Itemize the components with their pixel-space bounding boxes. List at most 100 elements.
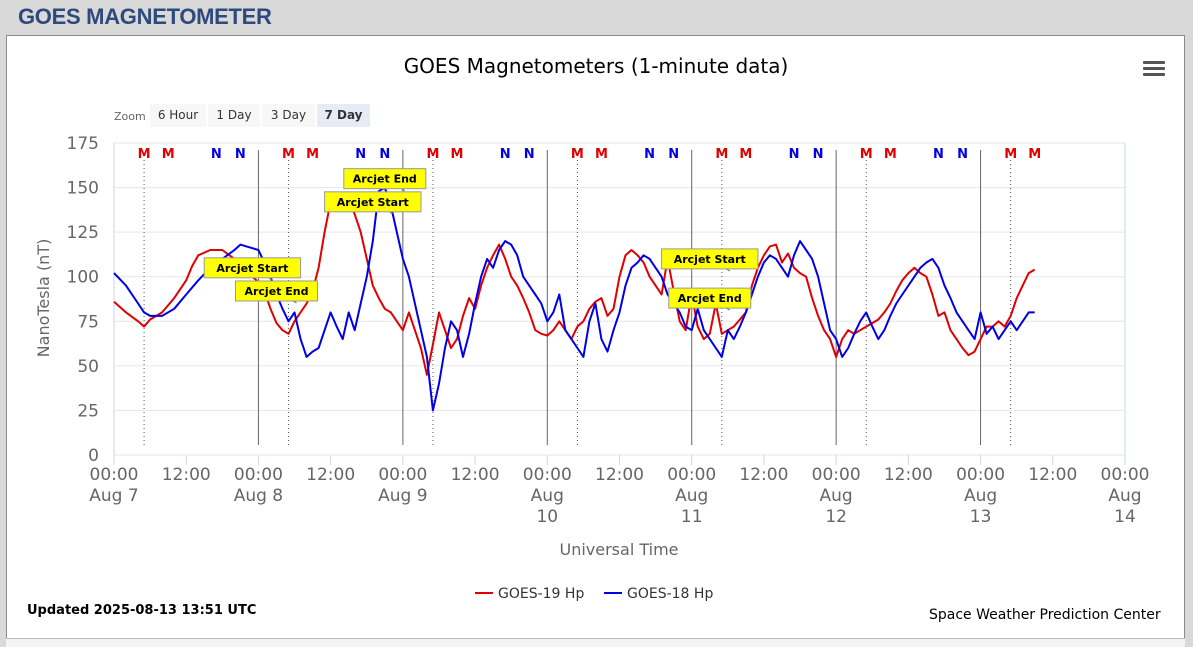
- x-tick-label: 00:00: [90, 465, 139, 485]
- marker-M: M: [426, 147, 439, 162]
- x-tick-label: 12:00: [884, 465, 933, 485]
- x-tick-label: Aug 9: [378, 486, 427, 506]
- marker-N: N: [500, 147, 511, 162]
- marker-M: M: [138, 147, 151, 162]
- marker-M: M: [1004, 147, 1017, 162]
- marker-M: M: [282, 147, 295, 162]
- zoom-button-7-day[interactable]: 7 Day: [324, 108, 362, 122]
- marker-N: N: [235, 147, 246, 162]
- x-tick-label: 12:00: [739, 465, 788, 485]
- page-title: GOES MAGNETOMETER: [18, 4, 272, 29]
- marker-N: N: [211, 147, 222, 162]
- zoom-button-bg[interactable]: [150, 104, 206, 127]
- x-tick-label: 12:00: [451, 465, 500, 485]
- marker-M: M: [451, 147, 464, 162]
- annotation-box: [661, 248, 759, 270]
- marker-M: M: [1028, 147, 1041, 162]
- x-tick-label: 12:00: [1028, 465, 1077, 485]
- marker-N: N: [668, 147, 679, 162]
- x-tick-label: Aug 8: [234, 486, 283, 506]
- marker-N: N: [813, 147, 824, 162]
- annotation-box: [668, 287, 752, 309]
- zoom-button-1-day[interactable]: 1 Day: [216, 108, 251, 122]
- menu-icon: [1143, 61, 1165, 64]
- updated-timestamp: Updated 2025-08-13 13:51 UTC: [27, 603, 257, 618]
- marker-M: M: [162, 147, 175, 162]
- x-tick-label: 00:00: [956, 465, 1005, 485]
- annotation-box: [203, 257, 302, 279]
- x-tick-label: 10: [536, 507, 558, 527]
- marker-N: N: [524, 147, 535, 162]
- marker-M: M: [595, 147, 608, 162]
- x-tick-label: Aug: [820, 486, 853, 506]
- x-tick-label: 13: [970, 507, 992, 527]
- marker-M: M: [306, 147, 319, 162]
- y-tick-label: 175: [67, 134, 99, 154]
- x-tick-label: 00:00: [523, 465, 572, 485]
- x-tick-label: Aug: [675, 486, 708, 506]
- marker-N: N: [379, 147, 390, 162]
- x-tick-label: 00:00: [234, 465, 283, 485]
- y-axis-title: NanoTesla (nT): [34, 239, 53, 358]
- marker-M: M: [884, 147, 897, 162]
- zoom-button-3-day[interactable]: 3 Day: [271, 108, 306, 122]
- marker-N: N: [355, 147, 366, 162]
- zoom-button-bg[interactable]: [208, 104, 260, 127]
- x-tick-label: 00:00: [667, 465, 716, 485]
- zoom-button-bg[interactable]: [317, 104, 370, 127]
- legend-item[interactable]: GOES-18 Hp: [627, 586, 713, 602]
- x-tick-label: 00:00: [1101, 465, 1150, 485]
- y-tick-label: 75: [77, 312, 99, 332]
- zoom-label: Zoom: [114, 110, 146, 123]
- page-header: GOES MAGNETOMETER: [0, 0, 1193, 34]
- annotation-label: Arcjet End: [353, 173, 417, 186]
- marker-N: N: [957, 147, 968, 162]
- x-tick-label: 11: [681, 507, 703, 527]
- x-axis-title: Universal Time: [559, 540, 678, 559]
- annotation-label: Arcjet End: [244, 285, 308, 298]
- y-tick-label: 125: [67, 223, 99, 243]
- y-tick-label: 25: [77, 401, 99, 421]
- x-tick-label: 12:00: [595, 465, 644, 485]
- series-line-goes-19-hp: [113, 195, 1036, 376]
- y-tick-label: 50: [77, 357, 99, 377]
- marker-N: N: [789, 147, 800, 162]
- marker-M: M: [571, 147, 584, 162]
- marker-N: N: [644, 147, 655, 162]
- y-tick-label: 100: [67, 268, 99, 288]
- marker-M: M: [739, 147, 752, 162]
- annotation-label: Arcjet Start: [674, 253, 746, 266]
- legend: GOES-19 Hp GOES-18 Hp: [475, 586, 713, 602]
- x-tick-label: Aug: [531, 486, 564, 506]
- marker-M: M: [715, 147, 728, 162]
- marker-N: N: [933, 147, 944, 162]
- y-tick-label: 0: [88, 446, 99, 466]
- legend-item[interactable]: GOES-19 Hp: [498, 586, 584, 602]
- chart-menu-button[interactable]: [1143, 58, 1165, 78]
- zoom-button-bg[interactable]: [262, 104, 315, 127]
- x-tick-label: Aug 7: [89, 486, 138, 506]
- y-tick-label: 150: [67, 179, 99, 199]
- x-tick-label: 12: [825, 507, 847, 527]
- x-tick-label: 14: [1114, 507, 1136, 527]
- zoom-controls: Zoom 6 Hour 1 Day 3 Day 7 Day: [114, 104, 370, 127]
- series-line-goes-18-hp: [113, 186, 1035, 412]
- x-tick-label: 12:00: [162, 465, 211, 485]
- x-tick-label: 12:00: [306, 465, 355, 485]
- annotation-label: Arcjet Start: [337, 196, 409, 209]
- annotation-box: [324, 191, 422, 213]
- annotation-label: Arcjet End: [678, 292, 742, 305]
- bottom-bar: [6, 638, 1185, 647]
- x-tick-label: Aug: [964, 486, 997, 506]
- chart-title: GOES Magnetometers (1-minute data): [404, 54, 789, 78]
- annotation-box: [343, 168, 427, 190]
- annotation-label: Arcjet Start: [216, 262, 288, 275]
- x-tick-label: 00:00: [812, 465, 861, 485]
- marker-M: M: [860, 147, 873, 162]
- annotation-box: [234, 280, 318, 302]
- x-tick-label: 00:00: [378, 465, 427, 485]
- credit-text: Space Weather Prediction Center: [929, 607, 1161, 623]
- zoom-button-6-hour[interactable]: 6 Hour: [158, 108, 198, 122]
- x-tick-label: Aug: [1108, 486, 1141, 506]
